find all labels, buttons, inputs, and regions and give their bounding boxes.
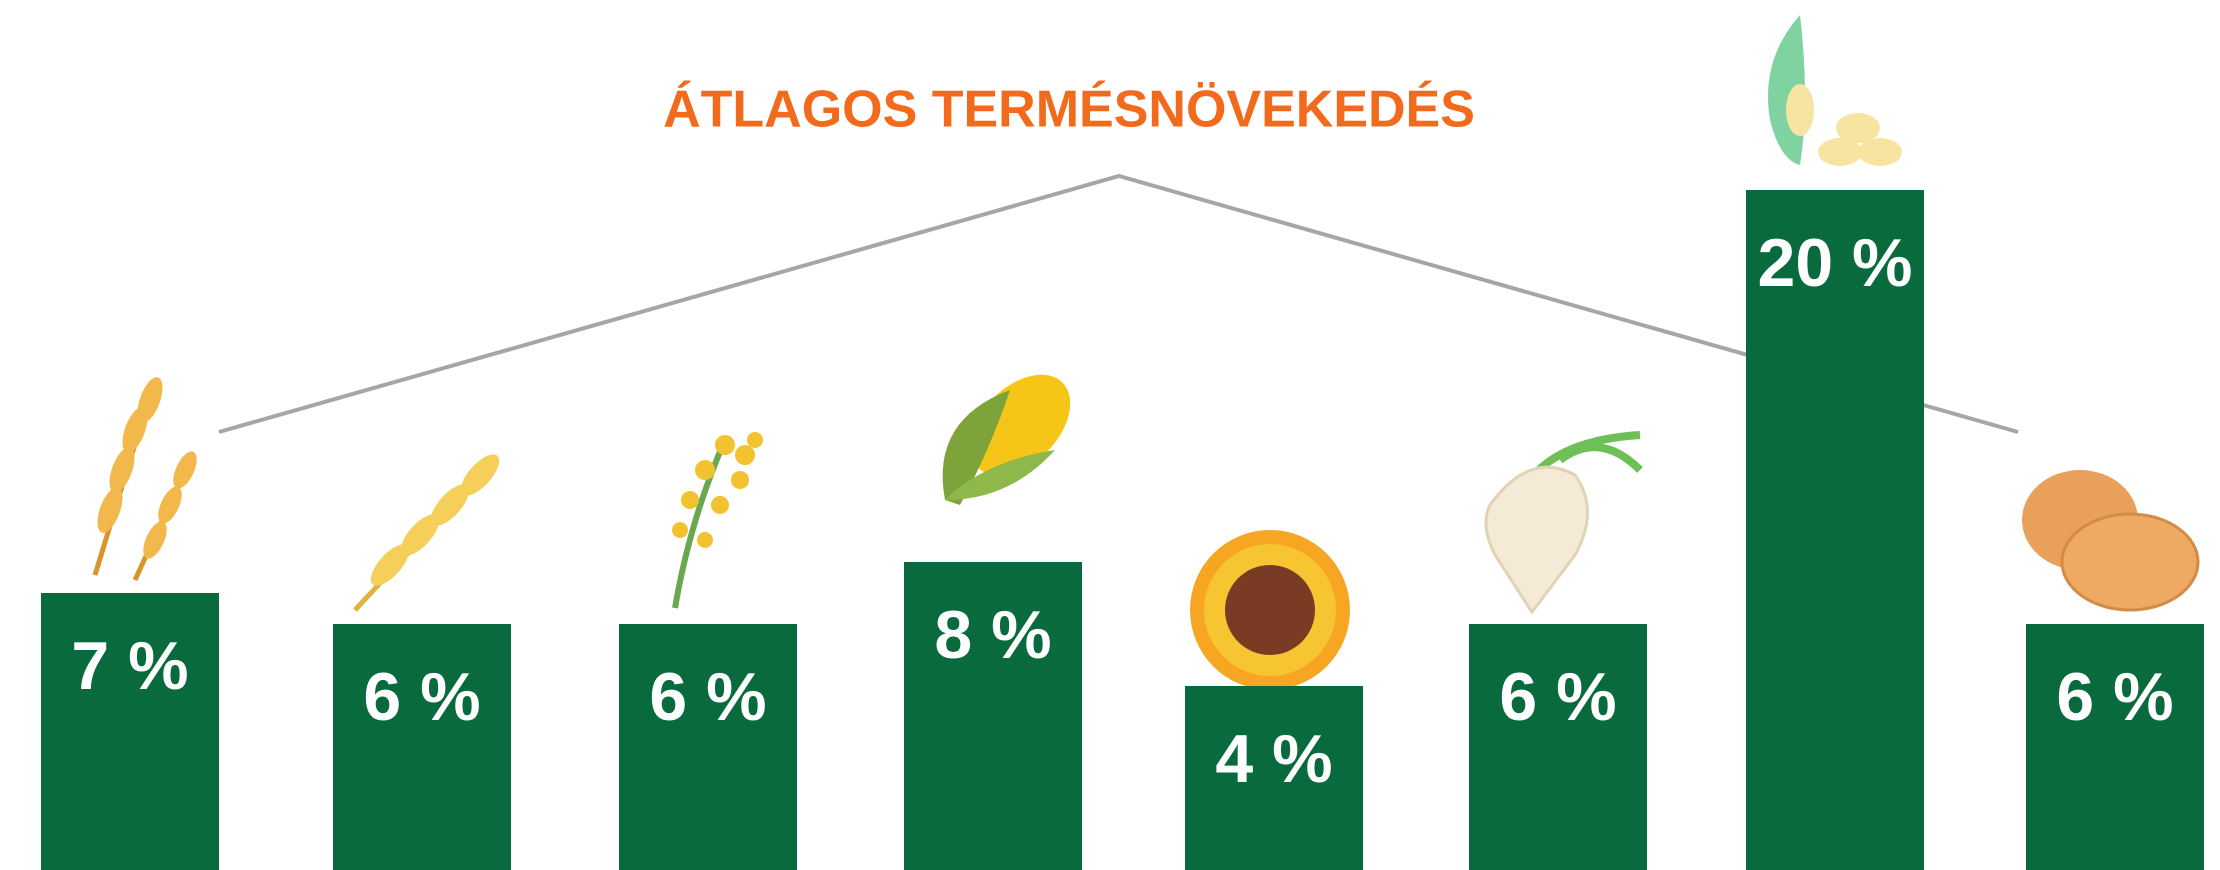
bar: [333, 624, 511, 870]
bar: [1746, 190, 1924, 870]
roof-line: [218, 173, 2019, 434]
bar: [2026, 624, 2204, 870]
value-label: 6 %: [363, 659, 480, 735]
rapeseed-icon: [672, 432, 763, 609]
bar: [1469, 624, 1647, 870]
bar: [619, 624, 797, 870]
value-label: 6 %: [2056, 659, 2173, 735]
soy-icon: [1768, 15, 1902, 166]
value-label: 6 %: [649, 659, 766, 735]
wheat-icon: [92, 377, 197, 582]
value-label: 7 %: [71, 628, 188, 704]
bar: [1185, 686, 1363, 870]
crop-icons: [92, 15, 2200, 690]
potato-icon: [2022, 470, 2200, 612]
value-label: 8 %: [934, 597, 1051, 673]
sunflower-icon: [1190, 530, 1350, 690]
corn-icon: [942, 374, 1071, 505]
chart-title: ÁTLAGOS TERMÉSNÖVEKEDÉS: [663, 81, 1475, 139]
bar: [904, 562, 1082, 870]
bar: [41, 593, 219, 870]
value-label: 6 %: [1499, 659, 1616, 735]
beet-icon: [1484, 431, 1643, 615]
value-label: 4 %: [1215, 721, 1332, 797]
value-label: 20 %: [1758, 225, 1913, 301]
barley-icon: [353, 454, 500, 612]
